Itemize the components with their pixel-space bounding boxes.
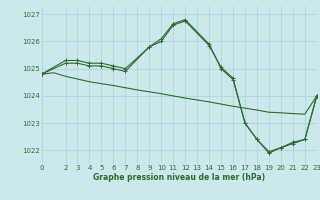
X-axis label: Graphe pression niveau de la mer (hPa): Graphe pression niveau de la mer (hPa) [93, 173, 265, 182]
